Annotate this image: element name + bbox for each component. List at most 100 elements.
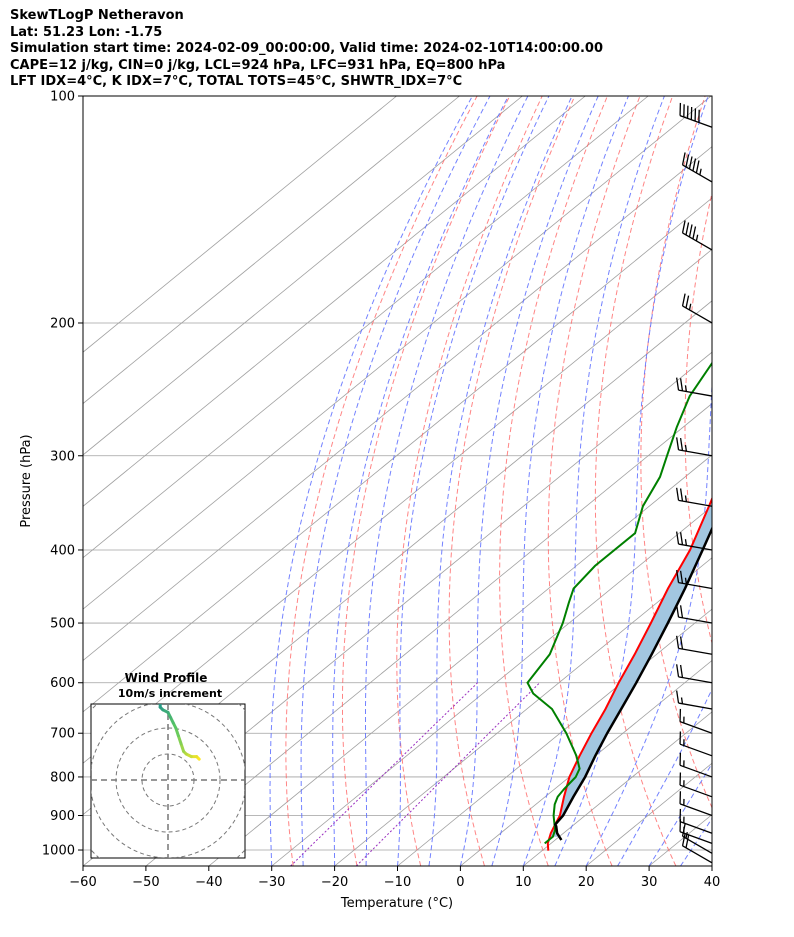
- y-tick-label: 800: [50, 770, 75, 785]
- wind-barb: [676, 487, 713, 507]
- hodograph-segment: [160, 632, 165, 637]
- wind-barb-flag: [679, 570, 684, 584]
- hodograph-segment: [147, 650, 150, 658]
- hodograph-subtitle: 10m/s increment: [118, 687, 222, 700]
- y-tick-label: 600: [50, 676, 75, 691]
- x-axis-label: Temperature (°C): [340, 896, 453, 911]
- wind-barb-flag: [685, 835, 690, 848]
- wind-barb-staff: [682, 835, 713, 854]
- header-cape-cin: CAPE=12 j/kg, CIN=0 j/kg, LCL=924 hPa, L…: [10, 57, 506, 73]
- x-tick-label: −20: [321, 875, 348, 890]
- wind-barb-flag: [676, 635, 680, 649]
- wind-barb-half-flag: [684, 385, 688, 392]
- wind-barb-flag: [676, 487, 680, 501]
- wind-barb-staff: [678, 449, 713, 457]
- x-tick-label: −60: [69, 875, 96, 890]
- wind-barb-half-flag: [684, 444, 688, 452]
- wind-barb-flag: [695, 160, 700, 174]
- wind-barb: [676, 570, 713, 590]
- wind-barb-flag: [685, 222, 690, 236]
- hodograph-segment: [165, 629, 168, 632]
- wind-barb-half-flag: [680, 697, 684, 704]
- moist-adiabat: [428, 96, 573, 866]
- x-axis-ticks: −60 −50 −40 −30 −20 −10 0 10 20 30 40: [69, 866, 720, 890]
- wind-barb-half-flag: [699, 168, 702, 176]
- wind-barb-flag: [676, 570, 680, 583]
- wind-barb: [679, 708, 713, 734]
- wind-barb-staff: [678, 581, 713, 590]
- x-tick-label: 20: [578, 875, 595, 890]
- wind-barb-flag: [688, 224, 693, 238]
- wind-barb: [676, 635, 713, 655]
- wind-barb-staff: [679, 764, 713, 778]
- wind-barb-flag: [676, 377, 680, 391]
- dry-adiabat: [448, 96, 576, 866]
- wind-barb-staff: [682, 164, 713, 183]
- moist-adiabat: [585, 379, 712, 866]
- wind-barb-flag: [679, 605, 684, 618]
- dry-adiabat: [341, 96, 511, 866]
- wind-barb: [676, 437, 713, 457]
- wind-barb-flag: [688, 156, 693, 170]
- x-tick-label: 10: [515, 875, 532, 890]
- y-axis-ticks: 100 200 300 400 500 600 700 800 900 1000: [42, 90, 83, 859]
- wind-barb-staff: [678, 702, 713, 710]
- hodograph-segment: [168, 627, 171, 630]
- isotherm-gridline: [648, 814, 712, 866]
- isotherm-gridline: [775, 96, 794, 866]
- isotherm-gridline: [83, 146, 712, 661]
- x-tick-label: 0: [456, 875, 464, 890]
- wind-barb-flag: [692, 158, 697, 172]
- moist-adiabat: [491, 96, 629, 866]
- wind-barb-staff: [682, 232, 713, 251]
- y-tick-label: 100: [50, 90, 75, 105]
- moist-adiabat: [269, 96, 473, 866]
- mixing-ratio-line: [290, 682, 478, 866]
- sounding-header: SkewTLogP Netheravon Lat: 51.23 Lon: -1.…: [10, 8, 603, 91]
- y-tick-label: 300: [50, 449, 75, 464]
- wind-barb: [679, 102, 713, 128]
- wind-barb-flag: [685, 154, 690, 168]
- wind-barb: [679, 731, 713, 757]
- y-axis-label: Pressure (hPa): [19, 434, 34, 527]
- wind-barb-staff: [678, 616, 713, 624]
- wind-barb-flag: [676, 437, 680, 450]
- isotherm-gridline: [83, 96, 523, 456]
- isotherm-gridline: [334, 557, 712, 866]
- wind-barb-staff: [679, 831, 713, 845]
- moist-adiabat: [300, 96, 491, 866]
- moist-adiabat: [648, 762, 712, 866]
- dry-adiabat: [684, 190, 712, 645]
- wind-barb-staff: [682, 845, 713, 864]
- wind-barb-flag: [685, 295, 690, 309]
- wind-barb-staff: [678, 499, 713, 507]
- dry-adiabat: [396, 96, 543, 866]
- wind-barb-half-flag: [688, 303, 692, 311]
- wind-barb-staff: [678, 647, 713, 655]
- isotherm-gridline: [460, 659, 712, 866]
- wind-barb: [679, 772, 713, 798]
- wind-barb-half-flag: [684, 577, 688, 585]
- dry-adiabat: [499, 96, 608, 866]
- wind-barb: [676, 604, 713, 624]
- wind-barb-half-flag: [684, 495, 688, 502]
- y-tick-label: 500: [50, 617, 75, 632]
- wind-barb-staff: [679, 114, 713, 128]
- wind-barb-staff: [679, 820, 713, 834]
- hodograph-segment: [147, 645, 150, 650]
- wind-barb-half-flag: [695, 234, 699, 242]
- wind-barb-flag: [679, 488, 684, 502]
- parcel-profile: [553, 525, 712, 841]
- y-tick-label: 200: [50, 316, 75, 331]
- isotherm-gridline: [145, 403, 712, 866]
- hodograph-title: Wind Profile: [125, 671, 208, 685]
- isotherm-gridline: [397, 608, 712, 866]
- header-indices: LFT IDX=4°C, K IDX=7°C, TOTAL TOTS=45°C,…: [10, 74, 463, 89]
- wind-barb-staff: [682, 305, 713, 324]
- y-tick-label: 900: [50, 809, 75, 824]
- x-tick-label: −10: [384, 875, 411, 890]
- x-tick-label: −50: [132, 875, 159, 890]
- x-tick-label: −30: [258, 875, 285, 890]
- wind-barb: [679, 791, 713, 817]
- wind-barb: [676, 690, 713, 710]
